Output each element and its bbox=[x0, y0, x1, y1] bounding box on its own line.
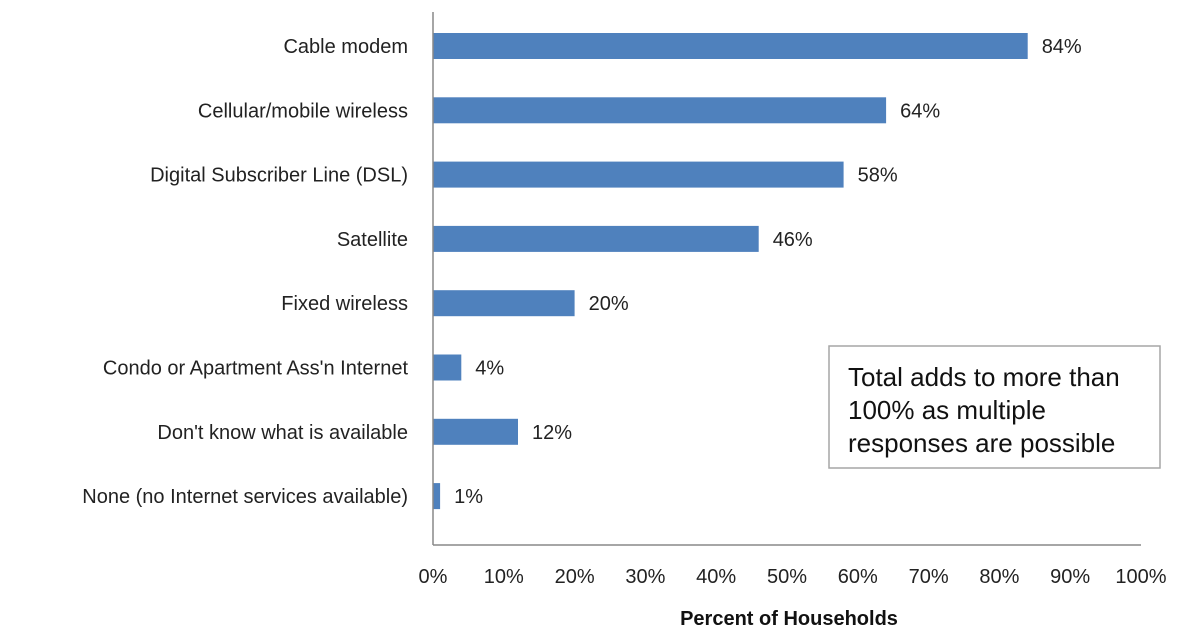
x-axis-title: Percent of Households bbox=[680, 608, 898, 630]
annotation-line: 100% as multiple bbox=[848, 395, 1046, 425]
data-label: 64% bbox=[900, 100, 940, 122]
bar bbox=[433, 225, 759, 252]
bar bbox=[433, 418, 518, 445]
data-label: 46% bbox=[773, 229, 813, 251]
data-label: 84% bbox=[1042, 36, 1082, 58]
category-labels: Cable modem Cellular/mobile wireless Digit… bbox=[82, 36, 408, 508]
annotation-box bbox=[828, 345, 1161, 469]
bars-group bbox=[433, 33, 1028, 510]
x-tick-labels: 0% 10% 20% 30% 40% 50% 60% 70% 80% 90% 100% bbox=[419, 566, 1167, 588]
bar bbox=[433, 161, 844, 188]
data-label: 1% bbox=[454, 486, 483, 508]
x-tick-label: 80% bbox=[979, 566, 1019, 588]
x-tick-label: 90% bbox=[1050, 566, 1090, 588]
category-label: None (no Internet services available) bbox=[82, 486, 408, 508]
category-label: Fixed wireless bbox=[281, 293, 408, 315]
x-tick-label: 70% bbox=[909, 566, 949, 588]
x-tick-label: 20% bbox=[555, 566, 595, 588]
x-tick-label: 30% bbox=[625, 566, 665, 588]
bar bbox=[433, 290, 575, 317]
data-label: 12% bbox=[532, 422, 572, 444]
category-label: Cable modem bbox=[283, 36, 408, 58]
bar bbox=[433, 483, 441, 510]
x-tick-label: 50% bbox=[767, 566, 807, 588]
x-tick-label: 0% bbox=[419, 566, 448, 588]
data-label: 20% bbox=[589, 293, 629, 315]
x-tick-label: 60% bbox=[838, 566, 878, 588]
bar bbox=[433, 97, 887, 124]
data-label: 4% bbox=[475, 358, 504, 380]
axes bbox=[432, 12, 1141, 546]
category-label: Digital Subscriber Line (DSL) bbox=[150, 165, 408, 187]
category-label: Satellite bbox=[337, 229, 408, 251]
x-tick-label: 100% bbox=[1115, 566, 1166, 588]
data-label: 58% bbox=[858, 165, 898, 187]
x-tick-label: 10% bbox=[484, 566, 524, 588]
annotation-line: responses are possible bbox=[848, 428, 1115, 458]
category-label: Don't know what is available bbox=[157, 422, 408, 444]
bar bbox=[433, 354, 462, 381]
category-label: Cellular/mobile wireless bbox=[198, 100, 408, 122]
category-label: Condo or Apartment Ass'n Internet bbox=[103, 358, 409, 380]
data-labels: 84% 64% 58% 46% 20% 4% 12% 1% bbox=[454, 36, 1082, 508]
x-tick-label: 40% bbox=[696, 566, 736, 588]
bar bbox=[433, 33, 1028, 59]
annotation-line: Total adds to more than bbox=[848, 362, 1120, 392]
